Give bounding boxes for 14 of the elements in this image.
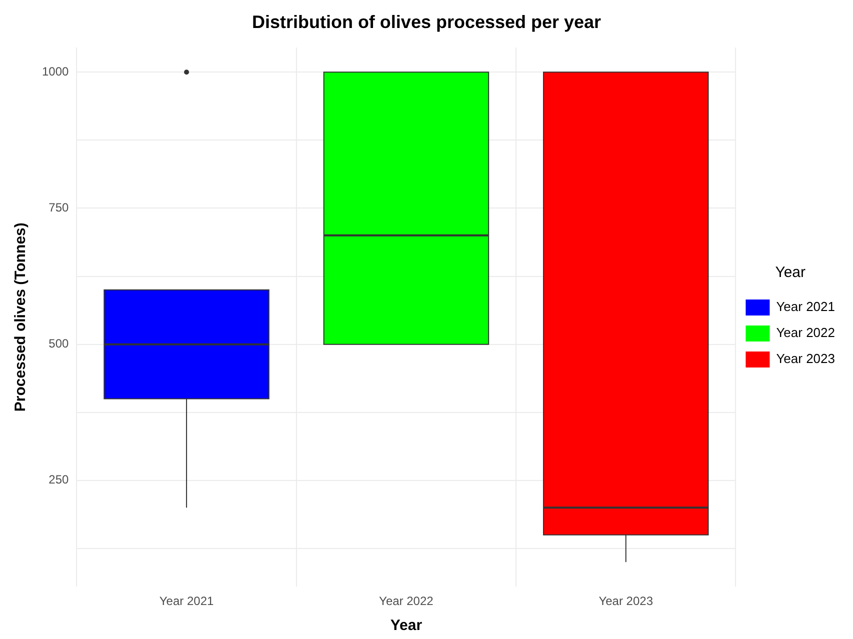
legend-label: Year 2021 bbox=[776, 299, 836, 314]
x-tick-label: Year 2021 bbox=[159, 594, 214, 608]
y-axis-title: Processed olives (Tonnes) bbox=[12, 222, 30, 412]
y-tick-label: 500 bbox=[48, 336, 70, 351]
x-axis-title: Year bbox=[390, 617, 422, 634]
x-tick-label: Year 2022 bbox=[379, 594, 434, 608]
legend-title: Year bbox=[775, 264, 806, 282]
y-tick-label: 250 bbox=[48, 472, 70, 487]
legend-label: Year 2022 bbox=[776, 325, 836, 340]
x-tick-label: Year 2023 bbox=[598, 594, 654, 608]
y-tick-label: 750 bbox=[48, 200, 70, 215]
legend-label: Year 2023 bbox=[776, 351, 836, 366]
y-tick-label: 1000 bbox=[42, 64, 70, 78]
chart-title: Distribution of olives processed per year bbox=[252, 12, 602, 32]
